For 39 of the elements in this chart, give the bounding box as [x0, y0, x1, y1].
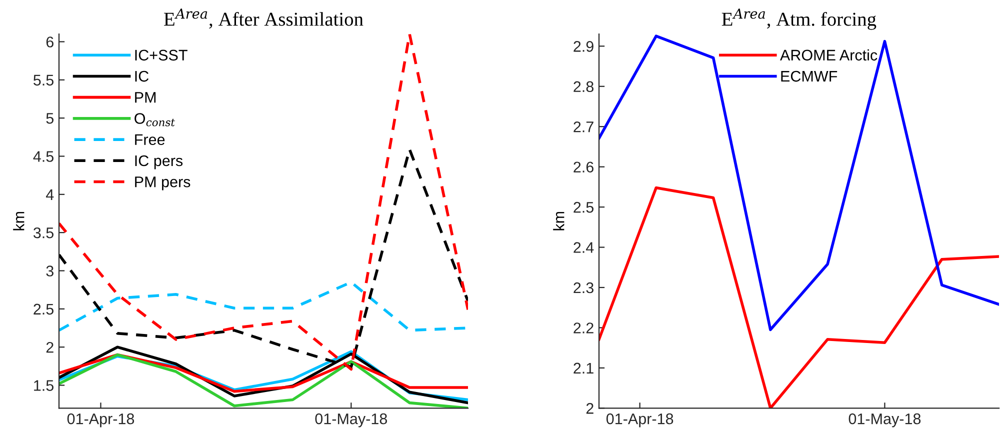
- y-tick-label: 2: [46, 342, 54, 353]
- x-tick-label: 01-May-18: [848, 413, 921, 428]
- y-tick-label: 2.4: [574, 242, 594, 253]
- y-tick-label: 2.5: [34, 304, 54, 315]
- x-tick-label: 01-Apr-18: [67, 413, 134, 428]
- y-tick-label: 6: [46, 36, 54, 48]
- legend-label: PM: [135, 92, 156, 103]
- y-tick-label: 4.5: [33, 151, 54, 162]
- y-tick-label: 2.5: [574, 202, 594, 213]
- x-tick-label: 01-May-18: [315, 413, 387, 428]
- legend-label: Free: [135, 134, 165, 146]
- y-tick-label: 5: [46, 113, 54, 124]
- legend-label: AROME Arctic: [780, 49, 878, 61]
- legend-label: O$_{const}$: [134, 113, 175, 126]
- y-tick-label: 5.5: [34, 74, 54, 86]
- y-tick-label: 3: [46, 266, 54, 276]
- y-tick-label: 2.8: [574, 81, 594, 92]
- line-series: [599, 34, 999, 332]
- legend-label: IC+SST: [135, 50, 188, 61]
- y-tick-label: 4: [46, 189, 54, 200]
- y-tick-label: 2.6: [574, 162, 594, 173]
- y-tick-label: 2.2: [574, 322, 594, 334]
- legend-label: IC: [135, 70, 149, 82]
- legend-label: IC pers: [135, 155, 183, 170]
- y-tick-label: 1.5: [34, 380, 54, 391]
- legend-label: PM pers: [135, 176, 190, 190]
- y-tick-label: 3.5: [33, 227, 54, 238]
- y-tick-label: 2.1: [574, 362, 594, 374]
- legend-label: ECMWF: [781, 70, 838, 82]
- y-tick-label: 2.7: [574, 121, 594, 132]
- x-tick-label: 01-Apr-18: [606, 413, 674, 428]
- chart-title: E$^{Area}$, Atm. forcing: [722, 8, 876, 30]
- y-axis-title: km: [13, 212, 24, 230]
- y-axis-title: km: [553, 212, 564, 230]
- y-tick-label: 2.9: [574, 41, 594, 52]
- y-tick-label: 2: [586, 403, 594, 414]
- chart-title: E$^{Area}$, After Assimilation: [164, 8, 364, 29]
- line-series: [59, 280, 468, 332]
- y-tick-label: 2.3: [574, 282, 594, 294]
